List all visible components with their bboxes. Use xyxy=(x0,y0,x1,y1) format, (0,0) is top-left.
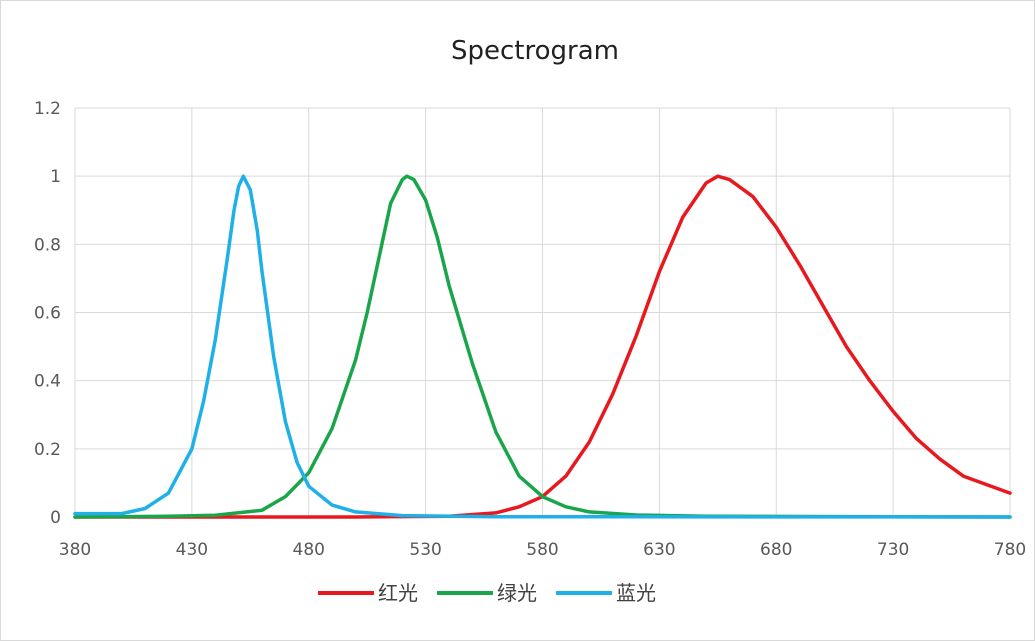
y-tick-label: 0.2 xyxy=(34,440,61,460)
legend-label: 红光 xyxy=(378,581,418,605)
legend: 红光 绿光 蓝光 xyxy=(318,581,656,605)
legend-label: 绿光 xyxy=(497,581,537,605)
x-tick-label: 730 xyxy=(877,540,909,560)
x-tick-label: 380 xyxy=(59,540,91,560)
x-tick-label: 780 xyxy=(994,540,1026,560)
x-tick-label: 480 xyxy=(293,540,325,560)
y-tick-label: 0 xyxy=(50,508,61,528)
legend-label: 蓝光 xyxy=(616,581,656,605)
x-tick-label: 430 xyxy=(176,540,208,560)
y-axis-ticks: 0 0.2 0.4 0.6 0.8 1 1.2 xyxy=(34,99,61,528)
grid-lines xyxy=(75,108,1010,517)
x-tick-label: 680 xyxy=(760,540,792,560)
y-tick-label: 1 xyxy=(50,167,61,187)
y-tick-label: 1.2 xyxy=(34,99,61,119)
x-tick-label: 630 xyxy=(643,540,675,560)
y-tick-label: 0.8 xyxy=(34,235,61,255)
x-tick-label: 580 xyxy=(526,540,558,560)
x-axis-ticks: 380 430 480 530 580 630 680 730 780 xyxy=(59,540,1026,560)
y-tick-label: 0.6 xyxy=(34,304,61,324)
y-tick-label: 0.4 xyxy=(34,372,61,392)
x-tick-label: 530 xyxy=(409,540,441,560)
